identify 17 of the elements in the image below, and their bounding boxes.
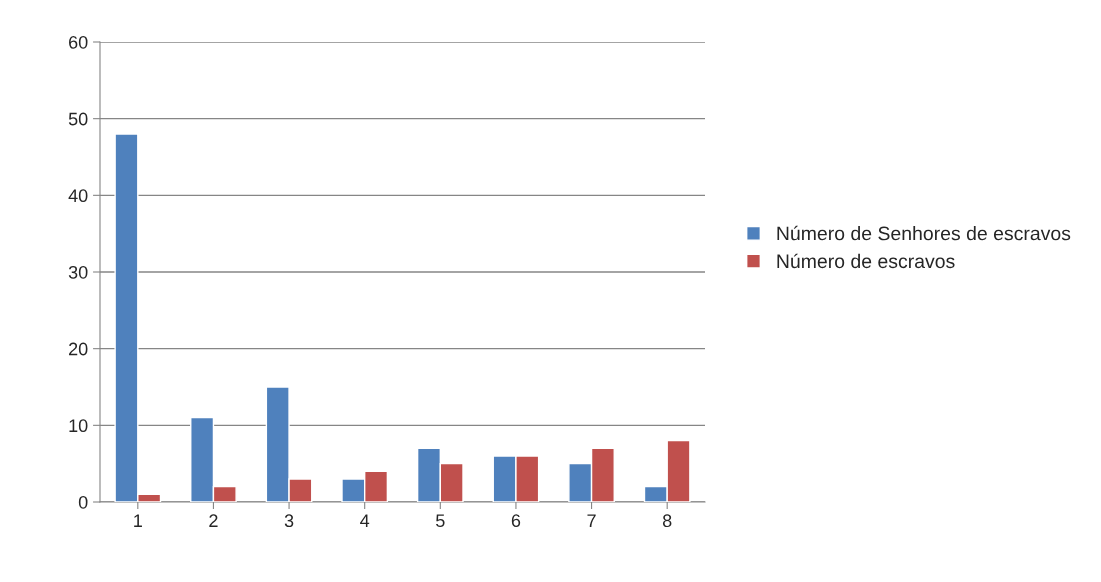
legend-label: Número de escravos — [777, 253, 955, 269]
y-tick-label: 50 — [68, 112, 88, 126]
x-tick-label: 8 — [662, 514, 672, 528]
x-tick-label: 7 — [587, 514, 596, 527]
y-tick-label: 30 — [68, 265, 88, 279]
x-tick-label: 4 — [360, 514, 370, 527]
legend-label: Número de Senhores de escravos — [777, 225, 1071, 241]
x-tick-label: 2 — [209, 514, 218, 527]
y-tick-label: 20 — [69, 342, 88, 356]
x-tick-label: 6 — [511, 514, 521, 528]
x-tick-label: 3 — [284, 514, 294, 528]
y-tick-label: 0 — [78, 495, 88, 509]
y-tick-label: 60 — [69, 35, 88, 49]
y-tick-label: 10 — [69, 419, 88, 433]
y-tick-label: 40 — [68, 189, 88, 203]
x-tick-label: 5 — [436, 514, 445, 528]
x-tick-label: 1 — [134, 514, 142, 527]
